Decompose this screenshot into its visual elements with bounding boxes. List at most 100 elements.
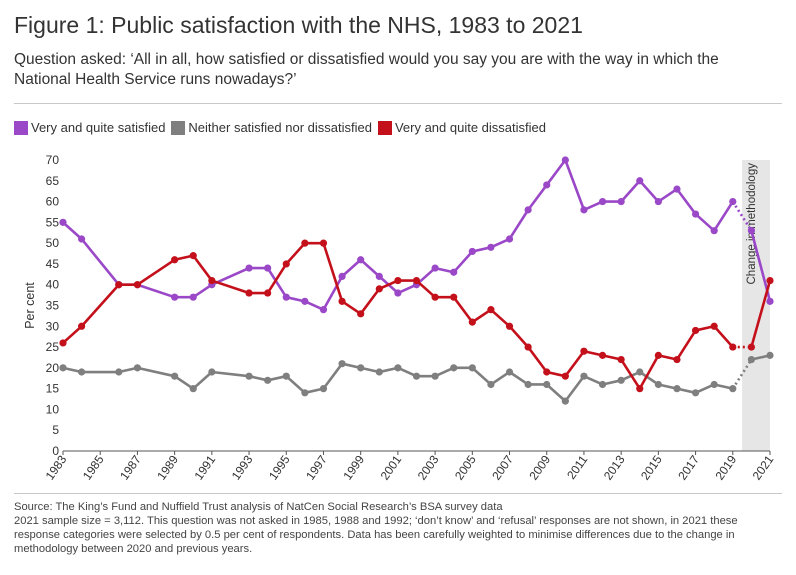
data-point-dissatisfied xyxy=(431,293,439,301)
data-point-neither xyxy=(208,368,216,376)
y-tick-label: 40 xyxy=(46,278,60,292)
data-point-satisfied xyxy=(394,289,402,297)
y-tick-label: 15 xyxy=(46,382,60,396)
data-point-satisfied xyxy=(598,197,607,206)
y-tick-label: 0 xyxy=(52,444,59,458)
data-point-dissatisfied xyxy=(487,306,495,314)
data-point-satisfied xyxy=(691,210,700,218)
data-point-neither xyxy=(133,364,142,372)
x-tick-label: 1985 xyxy=(80,452,107,482)
data-point-satisfied xyxy=(710,227,718,235)
data-point-dissatisfied xyxy=(505,322,514,330)
data-point-dissatisfied xyxy=(115,281,123,289)
data-point-neither xyxy=(766,351,774,359)
data-point-satisfied xyxy=(617,197,625,206)
data-point-neither xyxy=(282,372,290,380)
footer-source: Source: The King’s Fund and Nuffield Tru… xyxy=(14,501,503,513)
data-point-satisfied xyxy=(282,293,290,301)
data-point-neither xyxy=(710,380,718,389)
data-point-dissatisfied xyxy=(375,285,383,293)
data-point-satisfied xyxy=(338,272,346,280)
data-point-satisfied xyxy=(505,235,514,243)
data-point-neither xyxy=(654,380,662,389)
line-chart: Change in methodology 0 5 10 15 20 25 30 35 40 45 5… xyxy=(23,153,777,483)
legend-item-satisfied: Very and quite satisfied xyxy=(14,120,165,135)
y-axis-title: Per cent xyxy=(23,282,37,329)
y-tick-label: 30 xyxy=(46,319,60,333)
data-point-dissatisfied xyxy=(468,318,476,326)
data-point-dissatisfied xyxy=(524,343,532,351)
x-tick-label: 1995 xyxy=(266,452,293,482)
data-point-satisfied xyxy=(450,268,458,276)
data-point-dissatisfied xyxy=(673,355,681,364)
data-point-satisfied xyxy=(636,177,644,185)
x-tick-label: 2013 xyxy=(601,452,628,482)
data-point-satisfied xyxy=(543,181,551,189)
data-point-satisfied xyxy=(357,256,365,264)
data-point-neither xyxy=(487,380,495,389)
data-point-satisfied xyxy=(468,247,476,256)
data-point-neither xyxy=(729,385,737,393)
series-line-recent-dissatisfied xyxy=(750,280,772,348)
x-tick-label: 2009 xyxy=(526,452,553,482)
y-tick-label: 70 xyxy=(46,153,60,167)
data-point-satisfied xyxy=(747,227,755,235)
data-point-neither xyxy=(450,364,458,372)
data-point-dissatisfied xyxy=(301,239,309,247)
data-point-satisfied xyxy=(673,185,681,193)
footer-note: 2021 sample size = 3,112. This question … xyxy=(14,515,738,555)
methodology-change-band xyxy=(742,160,770,451)
x-tick-label: 2007 xyxy=(489,452,516,482)
data-point-dissatisfied xyxy=(171,256,179,264)
data-point-neither xyxy=(171,372,179,380)
data-point-neither xyxy=(412,372,421,380)
data-point-neither xyxy=(338,360,346,368)
data-point-dissatisfied xyxy=(189,252,197,260)
data-point-neither xyxy=(543,380,551,389)
y-tick-label: 5 xyxy=(52,423,59,437)
x-tick-label: 2005 xyxy=(452,452,479,482)
x-tick-label: 1983 xyxy=(43,452,70,482)
data-point-dissatisfied xyxy=(654,351,662,359)
data-point-dissatisfied xyxy=(747,343,755,351)
data-point-satisfied xyxy=(264,264,272,272)
x-tick-label: 2021 xyxy=(750,452,777,482)
data-point-neither xyxy=(617,376,625,384)
methodology-change-label: Change in methodology xyxy=(746,163,758,285)
legend-swatch-satisfied xyxy=(14,120,28,135)
y-tick-label: 55 xyxy=(46,215,60,229)
legend-swatch-neither xyxy=(171,120,186,135)
data-point-neither xyxy=(375,368,383,376)
x-tick-label: 1987 xyxy=(117,452,144,482)
data-point-satisfied xyxy=(171,293,179,301)
data-point-satisfied xyxy=(561,156,569,164)
x-tick-label: 2015 xyxy=(638,452,665,482)
y-tick-label: 65 xyxy=(46,174,60,188)
data-point-dissatisfied xyxy=(766,276,774,285)
data-point-neither xyxy=(598,380,607,389)
y-tick-label: 60 xyxy=(46,195,60,209)
data-point-neither xyxy=(394,364,402,372)
data-point-neither xyxy=(747,355,755,364)
data-point-dissatisfied xyxy=(412,276,421,285)
data-point-dissatisfied xyxy=(245,289,253,297)
data-point-dissatisfied xyxy=(59,339,67,347)
data-point-neither xyxy=(673,385,681,393)
y-tick-label: 45 xyxy=(46,257,60,271)
x-tick-label: 2019 xyxy=(712,452,739,482)
data-point-satisfied xyxy=(729,197,737,206)
data-point-dissatisfied xyxy=(450,293,458,301)
data-point-dissatisfied xyxy=(264,289,272,297)
data-point-satisfied xyxy=(580,206,588,214)
data-point-neither xyxy=(524,380,532,389)
data-point-neither xyxy=(264,376,272,384)
data-point-neither xyxy=(580,372,588,380)
data-point-neither xyxy=(78,368,86,376)
legend-swatch-dissatisfied xyxy=(377,120,392,135)
data-point-dissatisfied xyxy=(561,372,569,380)
data-point-satisfied xyxy=(654,197,662,206)
legend-label-dissatisfied: Very and quite dissatisfied xyxy=(394,120,546,135)
data-point-satisfied xyxy=(319,306,328,314)
x-tick-label: 1989 xyxy=(154,452,181,482)
data-point-neither xyxy=(357,364,365,372)
